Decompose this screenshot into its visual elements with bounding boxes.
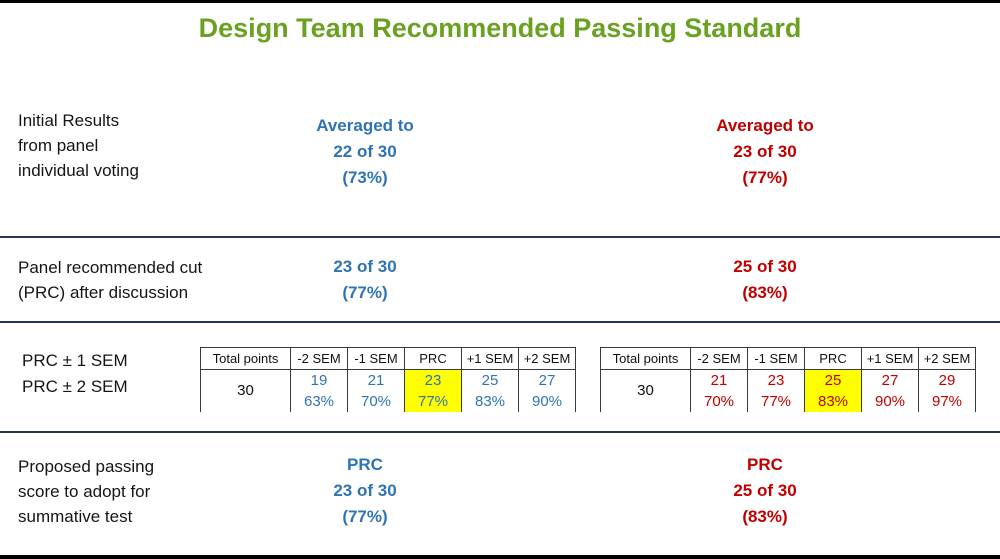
percent-plus-2-sem: 97% <box>918 390 976 412</box>
percent-minus-1-sem: 77% <box>747 390 805 412</box>
top-border <box>0 0 1000 3</box>
value-plus-2-sem: 27 <box>518 369 576 391</box>
value-minus-1-sem: 21 <box>347 369 405 391</box>
label-panel-recommended-cut: Panel recommended cut (PRC) after discus… <box>18 258 203 302</box>
percent-minus-2-sem: 63% <box>290 390 348 412</box>
header-plus-2-sem: +2 SEM <box>518 347 576 370</box>
sem-table-red: Total points -2 SEM -1 SEM PRC +1 SEM +2… <box>600 347 976 412</box>
prc-blue-value: 23 of 30 (77%) <box>333 257 397 302</box>
label-proposed-passing: Proposed passing score to adopt for summ… <box>18 457 155 526</box>
value-plus-2-sem: 29 <box>918 369 976 391</box>
section-divider-3 <box>0 431 1000 433</box>
header-plus-1-sem: +1 SEM <box>861 347 919 370</box>
value-minus-2-sem: 19 <box>290 369 348 391</box>
header-minus-1-sem: -1 SEM <box>747 347 805 370</box>
prc-percent-highlight: 83% <box>804 390 862 412</box>
total-points-value: 30 <box>200 369 291 412</box>
header-minus-2-sem: -2 SEM <box>290 347 348 370</box>
value-plus-1-sem: 27 <box>861 369 919 391</box>
section-divider-1 <box>0 236 1000 238</box>
proposed-blue-value: PRC 23 of 30 (77%) <box>333 455 397 526</box>
percent-plus-1-sem: 90% <box>861 390 919 412</box>
value-minus-1-sem: 23 <box>747 369 805 391</box>
header-minus-2-sem: -2 SEM <box>690 347 748 370</box>
header-prc: PRC <box>404 347 462 370</box>
header-plus-2-sem: +2 SEM <box>918 347 976 370</box>
label-initial-results: Initial Results from panel individual vo… <box>18 111 139 180</box>
initial-blue-value: Averaged to 22 of 30 (73%) <box>316 116 414 187</box>
prc-value-highlight: 25 <box>804 369 862 391</box>
bottom-border <box>0 555 1000 559</box>
percent-minus-1-sem: 70% <box>347 390 405 412</box>
label-prc-sem: PRC ± 1 SEM PRC ± 2 SEM <box>22 351 128 396</box>
proposed-red-value: PRC 25 of 30 (83%) <box>733 455 797 526</box>
section-divider-2 <box>0 321 1000 323</box>
sem-table-blue: Total points -2 SEM -1 SEM PRC +1 SEM +2… <box>200 347 576 412</box>
initial-red-value: Averaged to 23 of 30 (77%) <box>716 116 814 187</box>
prc-red-value: 25 of 30 (83%) <box>733 257 797 302</box>
header-minus-1-sem: -1 SEM <box>347 347 405 370</box>
percent-plus-1-sem: 83% <box>461 390 519 412</box>
header-plus-1-sem: +1 SEM <box>461 347 519 370</box>
header-total-points: Total points <box>600 347 691 370</box>
percent-minus-2-sem: 70% <box>690 390 748 412</box>
percent-plus-2-sem: 90% <box>518 390 576 412</box>
prc-value-highlight: 23 <box>404 369 462 391</box>
value-minus-2-sem: 21 <box>690 369 748 391</box>
total-points-value: 30 <box>600 369 691 412</box>
header-prc: PRC <box>804 347 862 370</box>
page-title: Design Team Recommended Passing Standard <box>198 13 802 43</box>
prc-percent-highlight: 77% <box>404 390 462 412</box>
header-total-points: Total points <box>200 347 291 370</box>
value-plus-1-sem: 25 <box>461 369 519 391</box>
